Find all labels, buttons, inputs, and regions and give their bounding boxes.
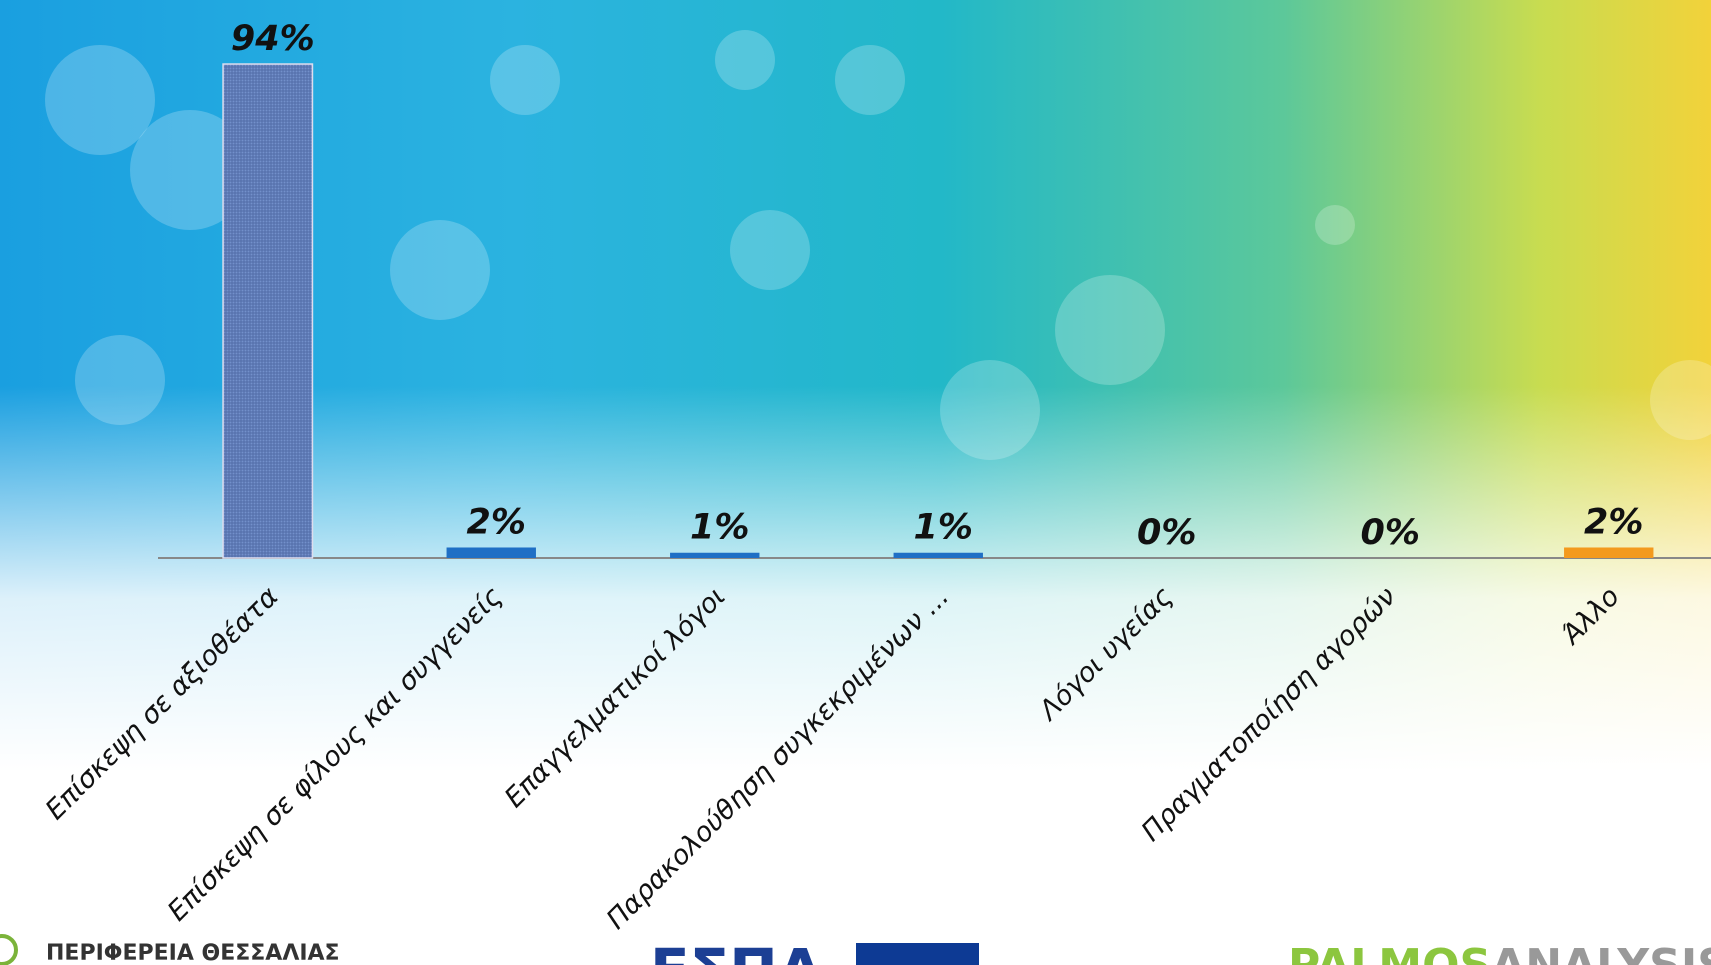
x-tick-label: Παρακολούθηση συγκεκριμένων ... xyxy=(601,581,955,935)
bar xyxy=(893,552,983,558)
eu-flag xyxy=(856,943,979,965)
company-b: ANALYSIS xyxy=(1491,940,1711,965)
espa-logo: ΕΣΠΑ xyxy=(650,936,823,965)
bar-texture xyxy=(222,63,314,559)
x-tick-label: Επαγγελματικοί λόγοι xyxy=(499,581,732,814)
value-label: 1% xyxy=(914,508,973,548)
company-logo: PALMOSANALYSIS xyxy=(1288,940,1711,965)
value-label: 2% xyxy=(1584,502,1643,542)
x-tick-label: Άλλο xyxy=(1555,581,1626,652)
bar xyxy=(670,552,760,558)
logo xyxy=(0,934,18,965)
value-label: 2% xyxy=(467,502,526,542)
x-tick-label: Λόγοι υγείας xyxy=(1032,581,1179,728)
value-label: 0% xyxy=(1137,513,1196,553)
footer: ΠΕΡΙΦΕΡΕΙΑ ΘΕΣΣΑΛΙΑΣ ΕΣΠΑ PALMOSANALYSIS xyxy=(0,934,1711,965)
region-name: ΠΕΡΙΦΕΡΕΙΑ ΘΕΣΣΑΛΙΑΣ xyxy=(46,941,340,965)
company-a: PALMOS xyxy=(1288,940,1491,965)
x-tick-label: Επίσκεψη σε αξιοθέατα xyxy=(40,581,285,826)
value-label: 94% xyxy=(231,19,315,59)
bar xyxy=(446,547,536,558)
bar xyxy=(1564,547,1654,558)
x-tick-label: Πραγματοποίηση αγορών xyxy=(1136,581,1403,848)
value-label: 0% xyxy=(1361,513,1420,553)
value-label: 1% xyxy=(690,508,749,548)
bokeh xyxy=(45,30,1711,460)
